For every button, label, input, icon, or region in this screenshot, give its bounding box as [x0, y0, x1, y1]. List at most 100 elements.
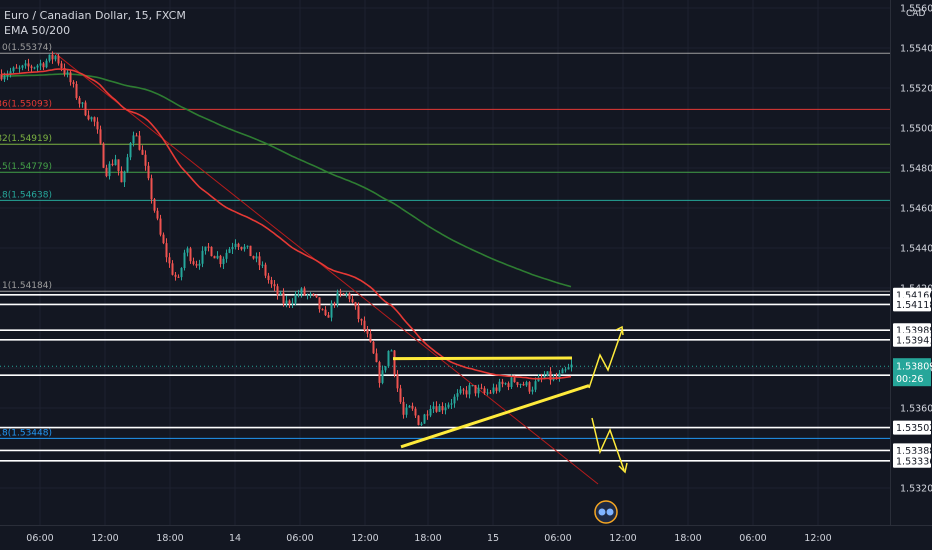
candle-body — [225, 252, 228, 259]
candle-body — [516, 382, 519, 385]
candle-body — [501, 381, 504, 385]
horizontal-levels — [0, 293, 890, 462]
level-badge-text: 1.54166 — [896, 290, 932, 301]
candle-body — [171, 263, 174, 275]
tradingview-logo[interactable] — [594, 500, 618, 524]
candle-body — [129, 143, 132, 158]
time-axis[interactable]: 06:00 12:00 18:00 14 06:00 12:00 18:00 15 06:00 1… — [26, 533, 831, 544]
candle-body — [498, 381, 501, 391]
candle-body — [435, 406, 438, 412]
indicator-label[interactable]: EMA 50/200 — [4, 24, 71, 37]
candle-body — [510, 377, 513, 387]
candle-body — [186, 248, 189, 253]
candle-body — [351, 299, 354, 303]
ema200-group — [1, 73, 572, 288]
candle-body — [492, 387, 495, 393]
candle-body — [369, 333, 372, 342]
candle-body — [315, 294, 318, 298]
candle-body — [312, 293, 315, 295]
resistance-line — [392, 356, 573, 361]
candle-body — [387, 350, 390, 367]
candle-body — [120, 170, 123, 183]
candle-body — [114, 159, 117, 166]
fib-levels: 0(1.55374) 0.236(1.55093) 0.382(1.54919) 0.… — [0, 43, 890, 439]
candle-body — [495, 387, 498, 391]
candle-body — [108, 163, 111, 177]
candle-body — [405, 407, 408, 415]
chart-title: Euro / Canadian Dollar, 15, FXCM — [4, 9, 186, 22]
candle-body — [450, 403, 453, 405]
candle-body — [228, 249, 231, 253]
candle-body — [33, 67, 36, 69]
candle-body — [105, 167, 108, 177]
candle-body — [288, 300, 291, 305]
candle-body — [357, 306, 360, 320]
fib-level-label: 0.5(1.54779) — [0, 162, 52, 172]
candle-body — [438, 406, 441, 412]
candle-body — [27, 63, 30, 67]
candle-body — [303, 288, 306, 295]
fib-level-label: 0(1.55374) — [2, 43, 52, 53]
candle-body — [402, 401, 405, 415]
candle-body — [138, 135, 141, 150]
candle-body — [90, 117, 93, 120]
candle-body — [399, 388, 402, 402]
candle-body — [360, 319, 363, 321]
price-tick-label: 1.55600 — [900, 4, 932, 15]
price-tick-label: 1.54600 — [900, 204, 932, 215]
candle-body — [534, 381, 537, 390]
candle-body — [459, 389, 462, 394]
candle-body — [390, 350, 393, 352]
level-badge-text: 1.53989 — [896, 326, 932, 337]
price-tick-label: 1.54400 — [900, 244, 932, 255]
candle-body — [30, 66, 33, 68]
candle-body — [87, 115, 90, 120]
bullish-path — [588, 329, 623, 389]
candle-body — [189, 248, 192, 262]
time-tick-label: 18:00 — [156, 533, 183, 544]
fib-level-label: 1.618(1.53448) — [0, 428, 52, 438]
time-tick-label: 12:00 — [91, 533, 118, 544]
candle-body — [78, 98, 81, 104]
price-badges: 1.541661.541181.539891.539411.537641.535… — [893, 287, 932, 468]
candle-body — [165, 243, 168, 258]
time-tick-label: 18:00 — [674, 533, 701, 544]
fib-level-label: 0.618(1.54638) — [0, 190, 52, 200]
candle-body — [24, 63, 27, 66]
time-tick-label: 06:00 — [26, 533, 53, 544]
candle-body — [276, 286, 279, 295]
candle-body — [519, 384, 522, 386]
time-tick-label: 14 — [229, 533, 241, 544]
candle-body — [507, 383, 510, 387]
candle-body — [198, 263, 201, 266]
candle-body — [240, 246, 243, 250]
candle-body — [60, 63, 63, 68]
candle-body — [54, 55, 57, 60]
price-tick-label: 1.55400 — [900, 44, 932, 55]
candle-body — [123, 171, 126, 183]
candle-body — [513, 377, 516, 383]
candle-body — [378, 362, 381, 383]
candle-body — [354, 302, 357, 307]
candle-body — [51, 54, 54, 60]
current-price-text: 1.53809 — [896, 362, 932, 373]
candle-body — [327, 315, 330, 318]
level-badge — [893, 453, 931, 468]
candle-body — [273, 284, 276, 287]
time-tick-label: 06:00 — [739, 533, 766, 544]
candle-body — [12, 67, 15, 72]
candle-body — [63, 67, 66, 75]
candle-body — [48, 54, 51, 61]
candle-body — [255, 256, 258, 259]
candle-body — [480, 387, 483, 389]
candle-body — [453, 396, 456, 404]
level-badge-text: 1.53388 — [896, 446, 932, 457]
time-tick-label: 15 — [487, 533, 499, 544]
candle-body — [570, 364, 573, 368]
candle-body — [294, 294, 297, 303]
candle-body — [339, 292, 342, 294]
logo-left-dot — [598, 508, 606, 516]
candle-body — [207, 246, 210, 248]
